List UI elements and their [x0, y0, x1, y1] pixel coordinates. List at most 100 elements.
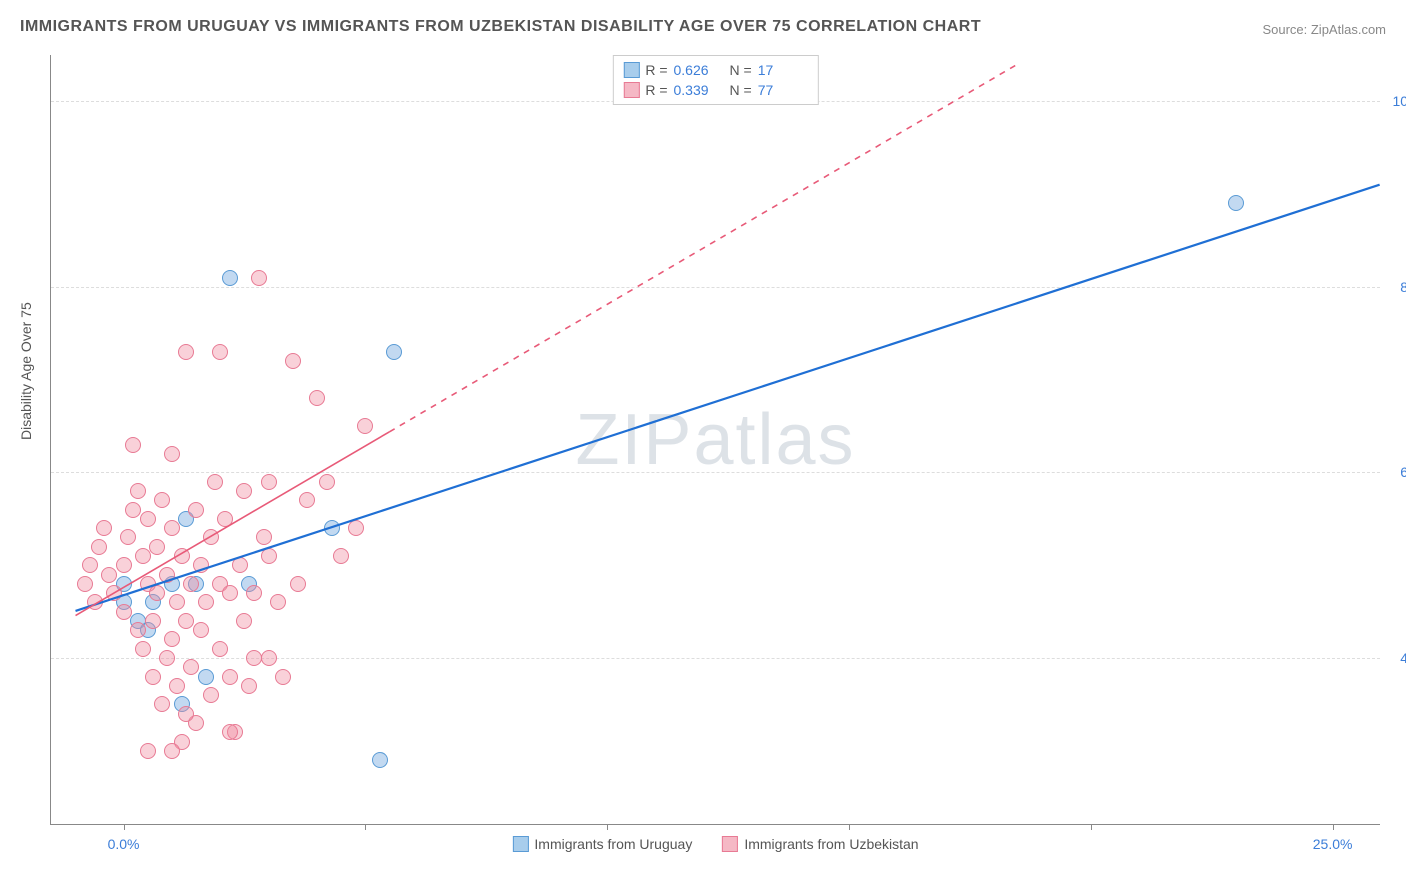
scatter-point-uruguay — [222, 270, 238, 286]
legend-swatch-uruguay — [623, 62, 639, 78]
scatter-point-uzbekistan — [135, 548, 151, 564]
scatter-point-uzbekistan — [222, 724, 238, 740]
legend-r-value: 0.626 — [674, 62, 724, 78]
trendline-uzbekistan-extrapolated — [389, 64, 1017, 432]
scatter-point-uzbekistan — [149, 585, 165, 601]
x-tick — [1091, 824, 1092, 830]
legend-r-value: 0.339 — [674, 82, 724, 98]
legend-r-label: R = — [645, 62, 667, 78]
scatter-point-uzbekistan — [241, 678, 257, 694]
legend-correlation: R = 0.626 N = 17 R = 0.339 N = 77 — [612, 55, 818, 105]
scatter-point-uzbekistan — [140, 511, 156, 527]
y-axis-label: Disability Age Over 75 — [18, 302, 34, 440]
scatter-point-uzbekistan — [188, 502, 204, 518]
scatter-point-uzbekistan — [77, 576, 93, 592]
scatter-point-uruguay — [1228, 195, 1244, 211]
scatter-point-uzbekistan — [169, 594, 185, 610]
legend-swatch-uzbekistan — [623, 82, 639, 98]
scatter-point-uzbekistan — [135, 641, 151, 657]
scatter-point-uzbekistan — [193, 622, 209, 638]
scatter-point-uzbekistan — [207, 474, 223, 490]
scatter-point-uzbekistan — [261, 548, 277, 564]
x-tick — [607, 824, 608, 830]
scatter-point-uzbekistan — [333, 548, 349, 564]
scatter-point-uzbekistan — [256, 529, 272, 545]
scatter-point-uruguay — [386, 344, 402, 360]
y-tick-label: 80.0% — [1385, 279, 1406, 295]
scatter-point-uzbekistan — [236, 613, 252, 629]
source-attribution: Source: ZipAtlas.com — [1262, 22, 1386, 37]
scatter-point-uzbekistan — [116, 557, 132, 573]
legend-n-label: N = — [730, 82, 752, 98]
scatter-point-uzbekistan — [261, 650, 277, 666]
scatter-point-uzbekistan — [319, 474, 335, 490]
scatter-point-uzbekistan — [193, 557, 209, 573]
x-tick-label: 0.0% — [108, 836, 140, 852]
scatter-point-uzbekistan — [106, 585, 122, 601]
legend-item-uruguay: Immigrants from Uruguay — [512, 836, 692, 852]
scatter-point-uzbekistan — [222, 585, 238, 601]
trend-lines-svg — [51, 55, 1380, 824]
chart-title: IMMIGRANTS FROM URUGUAY VS IMMIGRANTS FR… — [20, 18, 981, 36]
legend-n-value: 77 — [758, 82, 808, 98]
legend-swatch-uzbekistan — [722, 836, 738, 852]
legend-row-uzbekistan: R = 0.339 N = 77 — [623, 80, 807, 100]
watermark: ZIPatlas — [575, 399, 855, 481]
trendline-uruguay — [76, 185, 1380, 611]
legend-row-uruguay: R = 0.626 N = 17 — [623, 60, 807, 80]
legend-n-value: 17 — [758, 62, 808, 78]
scatter-point-uzbekistan — [101, 567, 117, 583]
x-tick — [1333, 824, 1334, 830]
scatter-point-uzbekistan — [145, 613, 161, 629]
scatter-point-uzbekistan — [130, 483, 146, 499]
legend-label: Immigrants from Uruguay — [534, 836, 692, 852]
scatter-point-uzbekistan — [91, 539, 107, 555]
watermark-zip: ZIP — [575, 400, 693, 480]
x-tick — [849, 824, 850, 830]
scatter-point-uzbekistan — [270, 594, 286, 610]
y-tick-label: 100.0% — [1385, 93, 1406, 109]
scatter-point-uzbekistan — [174, 548, 190, 564]
x-tick — [124, 824, 125, 830]
scatter-point-uzbekistan — [246, 650, 262, 666]
scatter-point-uzbekistan — [164, 520, 180, 536]
scatter-point-uruguay — [198, 669, 214, 685]
scatter-point-uzbekistan — [140, 743, 156, 759]
scatter-point-uzbekistan — [154, 696, 170, 712]
x-tick-label: 25.0% — [1313, 836, 1353, 852]
scatter-point-uzbekistan — [212, 641, 228, 657]
scatter-point-uzbekistan — [164, 446, 180, 462]
scatter-point-uzbekistan — [198, 594, 214, 610]
scatter-point-uzbekistan — [149, 539, 165, 555]
scatter-point-uzbekistan — [236, 483, 252, 499]
scatter-point-uzbekistan — [82, 557, 98, 573]
x-tick — [365, 824, 366, 830]
scatter-point-uzbekistan — [222, 669, 238, 685]
scatter-point-uzbekistan — [178, 344, 194, 360]
scatter-point-uzbekistan — [246, 585, 262, 601]
scatter-point-uzbekistan — [169, 678, 185, 694]
scatter-point-uzbekistan — [212, 344, 228, 360]
scatter-point-uzbekistan — [232, 557, 248, 573]
scatter-point-uzbekistan — [178, 613, 194, 629]
scatter-point-uzbekistan — [299, 492, 315, 508]
scatter-point-uzbekistan — [348, 520, 364, 536]
y-tick-label: 40.0% — [1385, 650, 1406, 666]
scatter-point-uzbekistan — [96, 520, 112, 536]
scatter-point-uzbekistan — [285, 353, 301, 369]
scatter-point-uzbekistan — [290, 576, 306, 592]
gridline — [51, 287, 1380, 288]
scatter-point-uzbekistan — [130, 622, 146, 638]
gridline — [51, 472, 1380, 473]
scatter-point-uzbekistan — [164, 631, 180, 647]
scatter-point-uzbekistan — [183, 576, 199, 592]
scatter-point-uzbekistan — [159, 567, 175, 583]
legend-n-label: N = — [730, 62, 752, 78]
scatter-point-uzbekistan — [154, 492, 170, 508]
legend-swatch-uruguay — [512, 836, 528, 852]
scatter-point-uzbekistan — [145, 669, 161, 685]
scatter-point-uzbekistan — [125, 502, 141, 518]
plot-area: ZIPatlas R = 0.626 N = 17 R = 0.339 N = … — [50, 55, 1380, 825]
scatter-point-uzbekistan — [125, 437, 141, 453]
scatter-point-uzbekistan — [309, 390, 325, 406]
